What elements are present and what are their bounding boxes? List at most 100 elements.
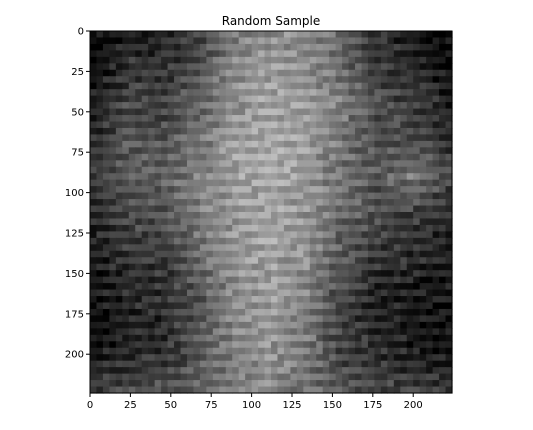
heatmap-cell — [309, 173, 317, 181]
heatmap-cell — [232, 237, 240, 245]
heatmap-cell — [406, 140, 414, 148]
heatmap-cell — [439, 89, 447, 97]
heatmap-cell — [374, 250, 382, 258]
heatmap-cell — [154, 166, 162, 174]
heatmap-cell — [245, 160, 253, 168]
heatmap-cell — [122, 289, 130, 297]
heatmap-cell — [180, 69, 188, 77]
heatmap-cell — [432, 250, 440, 258]
heatmap-cell — [232, 328, 240, 336]
heatmap-cell — [413, 160, 421, 168]
heatmap-cell — [154, 147, 162, 155]
heatmap-cell — [258, 308, 266, 317]
heatmap-cell — [199, 212, 207, 220]
heatmap-cell — [161, 263, 169, 271]
heatmap-cell — [374, 328, 382, 336]
heatmap-cell — [290, 296, 298, 304]
heatmap-cell — [251, 257, 259, 265]
heatmap-cell — [329, 328, 337, 336]
heatmap-cell — [426, 56, 434, 64]
heatmap-cell — [174, 212, 182, 220]
heatmap-cell — [283, 192, 291, 200]
heatmap-cell — [122, 115, 130, 123]
heatmap-cell — [122, 102, 130, 110]
heatmap-cell — [329, 315, 337, 323]
heatmap-cell — [439, 173, 447, 181]
heatmap-cell — [245, 82, 253, 90]
heatmap-cell — [251, 283, 259, 291]
heatmap-cell — [309, 283, 317, 291]
heatmap-cell — [419, 308, 427, 317]
heatmap-cell — [439, 308, 447, 317]
heatmap-cell — [439, 296, 447, 304]
heatmap-cell — [283, 218, 291, 226]
heatmap-cell — [109, 263, 117, 271]
heatmap-cell — [283, 50, 291, 58]
heatmap-cell — [193, 237, 201, 245]
heatmap-cell — [161, 237, 169, 245]
heatmap-cell — [115, 153, 123, 161]
heatmap-cell — [432, 82, 440, 90]
heatmap-cell — [374, 341, 382, 349]
heatmap-cell — [277, 270, 285, 278]
heatmap-cell — [141, 95, 149, 103]
heatmap-cell — [232, 82, 240, 90]
heatmap-cell — [296, 250, 304, 258]
heatmap-cell — [303, 308, 311, 317]
heatmap-cell — [277, 160, 285, 168]
heatmap-cell — [161, 43, 169, 51]
heatmap-cell — [115, 354, 123, 362]
heatmap-cell — [406, 89, 414, 97]
heatmap-cell — [102, 127, 110, 136]
heatmap-cell — [96, 121, 104, 129]
heatmap-cell — [161, 231, 169, 239]
heatmap-cell — [264, 360, 272, 368]
heatmap-cell — [174, 147, 182, 155]
heatmap-cell — [439, 121, 447, 129]
heatmap-cell — [109, 89, 117, 97]
heatmap-cell — [186, 205, 195, 213]
heatmap-cell — [296, 134, 304, 142]
heatmap-cell — [380, 50, 388, 58]
heatmap-cell — [245, 166, 253, 174]
heatmap-cell — [322, 192, 330, 200]
heatmap-cell — [167, 302, 175, 310]
heatmap-cell — [367, 250, 376, 258]
heatmap-cell — [219, 37, 227, 45]
heatmap-cell — [161, 373, 169, 381]
heatmap-cell — [419, 386, 427, 394]
heatmap-cell — [309, 386, 317, 394]
heatmap-cell — [374, 224, 382, 232]
heatmap-cell — [128, 347, 136, 355]
heatmap-cell — [348, 160, 356, 168]
heatmap-cell — [387, 205, 395, 213]
heatmap-cell — [277, 127, 285, 136]
heatmap-cell — [193, 179, 201, 187]
heatmap-cell — [90, 212, 98, 220]
heatmap-cell — [96, 134, 104, 142]
heatmap-cell — [445, 334, 453, 342]
heatmap-cell — [109, 205, 117, 213]
heatmap-cell — [102, 334, 110, 342]
heatmap-cell — [212, 50, 220, 58]
heatmap-cell — [199, 334, 207, 342]
heatmap-cell — [219, 380, 227, 388]
heatmap-cell — [258, 354, 266, 362]
heatmap-cell — [426, 134, 434, 142]
heatmap-cell — [355, 153, 363, 161]
heatmap-cell — [309, 179, 317, 187]
heatmap-cell — [102, 205, 110, 213]
heatmap-cell — [329, 321, 337, 329]
heatmap-cell — [167, 380, 175, 388]
heatmap-cell — [225, 153, 233, 161]
heatmap-cell — [400, 321, 408, 329]
heatmap-cell — [258, 334, 266, 342]
heatmap-image — [90, 31, 453, 394]
heatmap-cell — [174, 115, 182, 123]
heatmap-cell — [232, 134, 240, 142]
heatmap-cell — [400, 127, 408, 136]
heatmap-cell — [115, 95, 123, 103]
heatmap-cell — [283, 341, 291, 349]
heatmap-cell — [212, 89, 220, 97]
